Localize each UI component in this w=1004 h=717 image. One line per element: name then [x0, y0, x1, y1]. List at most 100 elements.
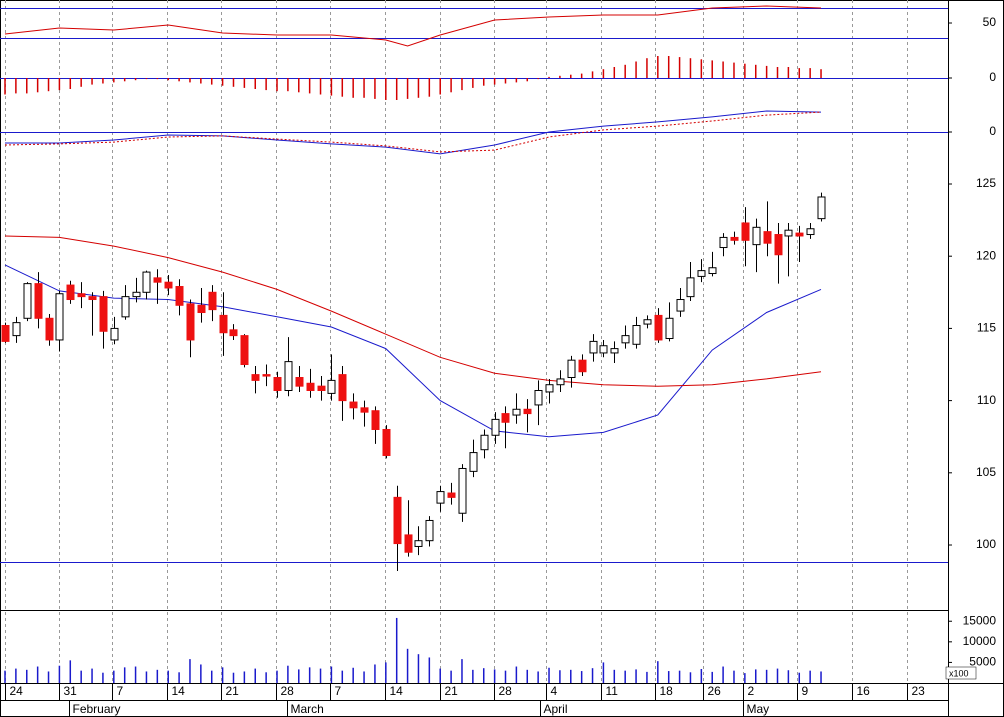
x-tick-label: 18: [660, 684, 674, 698]
bar: [722, 61, 724, 78]
bar: [504, 78, 507, 84]
bar: [602, 662, 605, 683]
candle-body: [795, 232, 804, 237]
y-tick-label: 0: [989, 70, 996, 84]
bar: [689, 58, 692, 78]
candle-body: [23, 283, 32, 319]
bar: [287, 665, 289, 683]
candle-body: [686, 277, 695, 298]
candle-body: [55, 293, 64, 341]
bar: [123, 667, 126, 683]
bar: [417, 78, 420, 98]
candle-body: [338, 374, 347, 402]
candle-body: [404, 534, 413, 553]
bar: [787, 670, 790, 683]
bar: [26, 669, 28, 683]
candle-body: [567, 359, 576, 378]
bar: [363, 671, 365, 683]
series-line: [4, 111, 822, 153]
candle-body: [512, 408, 521, 416]
bar: [167, 78, 169, 81]
candle-body: [88, 296, 97, 301]
bar: [80, 78, 82, 87]
bar: [69, 660, 72, 683]
bar: [80, 670, 82, 683]
bar: [482, 78, 485, 86]
y-tick-label: 100: [976, 537, 996, 551]
x-tick-label: 7: [335, 684, 342, 698]
bar: [4, 670, 6, 683]
candle-body: [447, 492, 456, 498]
bar: [570, 669, 572, 683]
candle-body: [317, 385, 326, 391]
bar: [591, 71, 594, 78]
candle-body: [229, 329, 238, 337]
bar: [559, 670, 561, 683]
x-tick-label: 31: [64, 684, 78, 698]
bar: [765, 65, 768, 78]
candle-body: [534, 389, 543, 406]
candle-body: [676, 299, 685, 312]
x-tick-label: 21: [445, 684, 459, 698]
x-tick-label: 28: [281, 684, 295, 698]
bar: [754, 64, 757, 78]
bar: [123, 78, 126, 82]
candle-body: [164, 281, 173, 289]
bar: [635, 669, 637, 683]
bar: [102, 78, 104, 84]
bar: [820, 671, 822, 683]
bar: [472, 78, 474, 88]
bar: [537, 671, 539, 683]
candle-body: [382, 428, 391, 456]
bar: [352, 667, 354, 683]
bar: [15, 668, 17, 683]
bar: [493, 78, 496, 85]
candle-body: [273, 376, 282, 391]
bar: [602, 69, 605, 78]
bar: [624, 670, 626, 683]
bar: [221, 667, 224, 683]
bar: [265, 672, 267, 683]
bar: [200, 78, 202, 84]
bar: [385, 662, 387, 683]
bar: [820, 69, 822, 78]
candle-body: [697, 270, 706, 277]
candle-body: [99, 296, 108, 332]
bar: [591, 668, 594, 683]
bar: [91, 78, 93, 85]
bar: [526, 669, 529, 683]
candle-body: [142, 271, 151, 293]
bar: [363, 78, 365, 98]
bar: [787, 67, 790, 78]
candle-body: [806, 228, 815, 236]
bar: [287, 78, 289, 92]
bar: [722, 666, 724, 683]
x-tick-label: 14: [390, 684, 404, 698]
bar: [439, 668, 441, 683]
bar: [341, 670, 344, 683]
x-tick-label: 14: [172, 684, 186, 698]
y-tick-label: 50: [983, 15, 997, 29]
bar: [395, 617, 398, 683]
candle-body: [66, 284, 75, 301]
bar: [439, 78, 441, 95]
bar: [504, 670, 507, 683]
bar: [330, 78, 333, 96]
bar: [776, 67, 779, 78]
bar: [58, 78, 61, 91]
bar: [276, 78, 278, 92]
bar: [374, 78, 376, 99]
x-tick-label: 26: [708, 684, 722, 698]
bar: [667, 671, 670, 683]
candle-body: [251, 374, 260, 381]
bar: [428, 657, 431, 683]
bar: [570, 74, 572, 78]
candle-body: [77, 293, 86, 298]
bar: [330, 666, 333, 683]
bar: [526, 78, 529, 82]
bar: [134, 78, 137, 81]
candle-body: [523, 408, 532, 415]
candle-body: [480, 434, 489, 451]
bar: [178, 672, 180, 683]
candle-body: [121, 296, 130, 318]
